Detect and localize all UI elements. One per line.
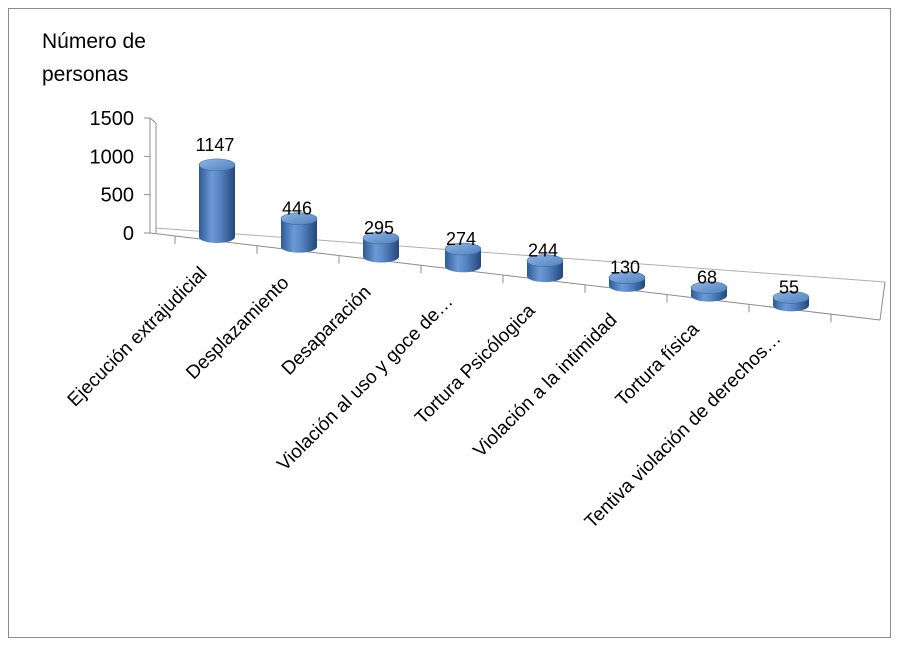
bar-top — [690, 281, 728, 294]
category-label: Ejecución extrajudicial — [64, 263, 212, 411]
data-label: 446 — [282, 199, 312, 219]
bar — [444, 242, 482, 273]
bar-top — [198, 158, 236, 172]
bar — [198, 158, 236, 243]
floor-right-edge — [879, 281, 886, 321]
data-label: 1147 — [196, 135, 235, 155]
data-label: 68 — [697, 268, 717, 288]
data-label: 244 — [528, 241, 558, 261]
bar-top — [444, 242, 482, 256]
bar — [280, 212, 318, 253]
bar-top — [608, 271, 646, 284]
y-axis-label-line-1: Número de — [42, 30, 146, 53]
y-tick-label: 1000 — [90, 146, 135, 168]
value-labels: 1147 446 295 274 244 130 68 55 — [196, 135, 799, 298]
bar-top — [772, 291, 810, 304]
chart-frame — [8, 8, 891, 638]
category-label: Tortura física — [612, 319, 704, 411]
bar — [362, 231, 400, 263]
data-label: 55 — [779, 277, 799, 297]
category-label: Tentiva violación de derechos… — [581, 328, 786, 533]
bar-body — [363, 237, 399, 263]
bar — [608, 271, 646, 292]
bar-body — [281, 218, 317, 253]
y-tick-label: 1500 — [90, 108, 135, 130]
y-tick-label: 500 — [101, 185, 134, 207]
category-label: Desaparación — [278, 282, 376, 380]
bars — [198, 158, 810, 312]
data-label: 130 — [610, 258, 640, 278]
bar — [526, 254, 564, 283]
y-axis-label-line-2: personas — [42, 63, 128, 86]
y-axis-depth-top — [149, 117, 157, 124]
bar — [772, 291, 810, 312]
x-axis-line — [149, 232, 881, 321]
axes — [149, 117, 886, 323]
bar — [690, 281, 728, 302]
data-label: 295 — [364, 218, 394, 238]
y-axis-ticks: 0 500 1000 1500 — [90, 108, 150, 245]
floor-back-edge — [155, 227, 886, 283]
data-label: 274 — [446, 229, 476, 249]
bar-body — [445, 249, 481, 273]
bar-top — [362, 231, 400, 245]
bar-top — [280, 212, 318, 226]
category-label: Violación al uso y goce de… — [273, 291, 457, 475]
category-labels: Ejecución extrajudicialDesplazamientoDes… — [64, 263, 786, 533]
bar-body — [199, 164, 235, 243]
y-tick-label: 0 — [123, 223, 134, 245]
bar-top — [526, 254, 564, 268]
